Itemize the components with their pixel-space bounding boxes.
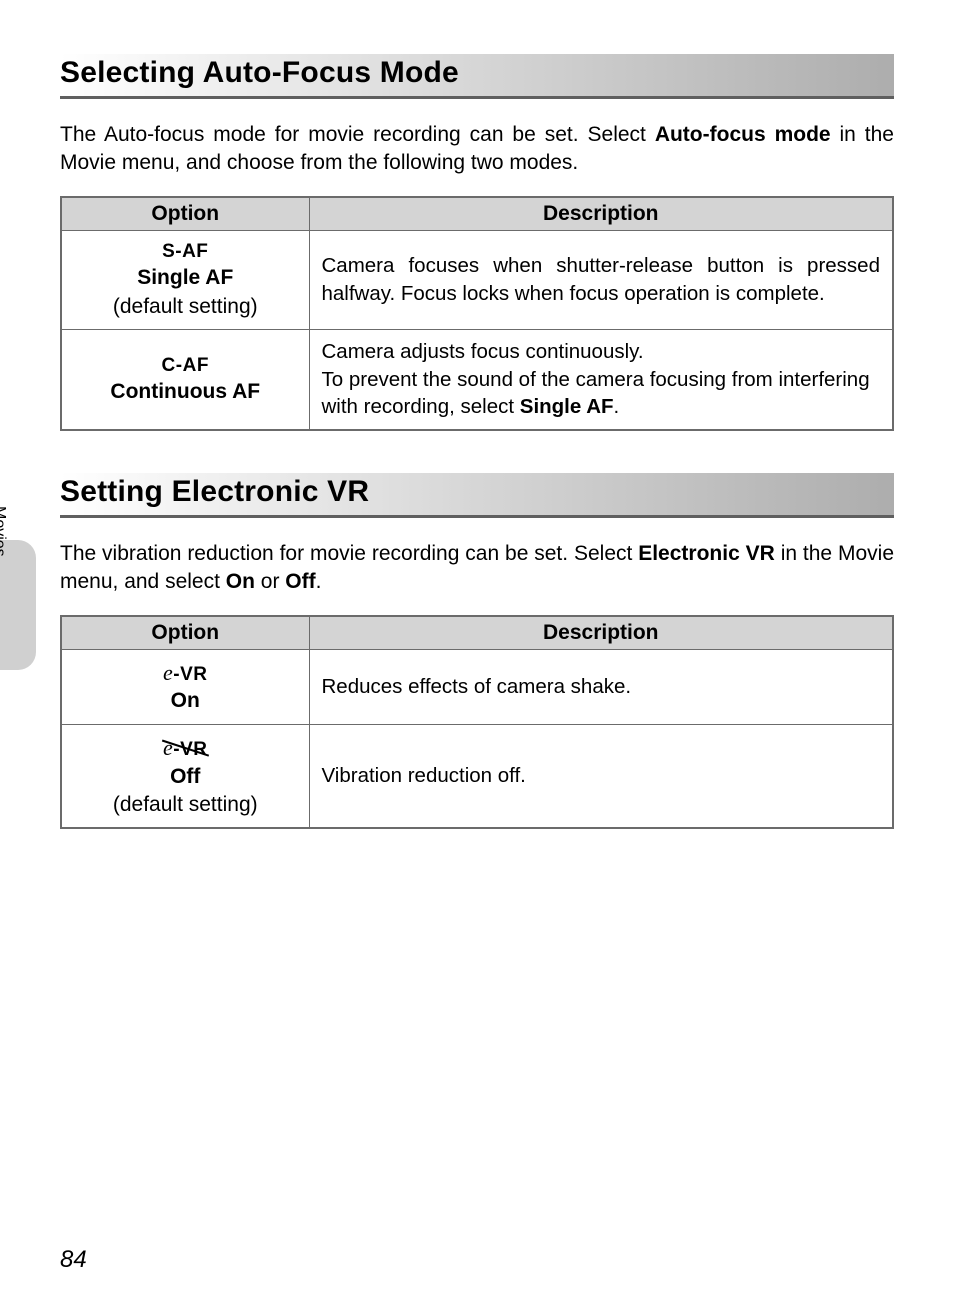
table-row: S-AF Single AF (default setting) Camera … [61, 230, 893, 329]
desc-cell-vr-off: Vibration reduction off. [309, 724, 893, 828]
option-cell-vr-off: e-VR Off (default setting) [61, 724, 309, 828]
continuous-af-desc-bold: Single AF [520, 395, 614, 418]
desc-cell-single-af: Camera focuses when shutter-release butt… [309, 230, 893, 329]
table-vr-col-desc: Description [309, 616, 893, 650]
single-af-default: (default setting) [74, 293, 297, 321]
table-row: e-VR Off (default setting) Vibration red… [61, 724, 893, 828]
desc-cell-continuous-af: Camera adjusts focus continuously. To pr… [309, 330, 893, 431]
intro-af-pre: The Auto-focus mode for movie recording … [60, 123, 655, 146]
heading-block-vr: Setting Electronic VR [60, 473, 894, 518]
vr-on-e: e [163, 660, 173, 685]
single-af-name: Single AF [74, 264, 297, 292]
intro-vr-end: . [316, 570, 322, 593]
page-number: 84 [60, 1246, 87, 1274]
intro-vr-bold3: Off [285, 570, 315, 593]
side-tab-label: Movies [0, 506, 8, 557]
intro-af-bold: Auto-focus mode [655, 123, 831, 146]
side-tab [0, 540, 36, 670]
intro-vr-bold1: Electronic VR [638, 542, 775, 565]
option-cell-continuous-af: C-AF Continuous AF [61, 330, 309, 431]
page-root: Movies Selecting Auto-Focus Mode The Aut… [0, 0, 954, 1314]
vr-off-name: Off [74, 763, 297, 791]
continuous-af-icon: C-AF [74, 353, 297, 379]
table-vr: Option Description e-VR On Reduces effec… [60, 615, 894, 830]
table-row: e-VR On Reduces effects of camera shake. [61, 649, 893, 724]
desc-cell-vr-on: Reduces effects of camera shake. [309, 649, 893, 724]
continuous-af-desc-post: . [614, 395, 620, 418]
vr-on-icon: e-VR [74, 658, 297, 688]
single-af-icon: S-AF [74, 239, 297, 265]
vr-on-name: On [74, 687, 297, 715]
vr-off-e: e [163, 735, 173, 760]
table-row: C-AF Continuous AF Camera adjusts focus … [61, 330, 893, 431]
intro-para-vr: The vibration reduction for movie record… [60, 540, 894, 597]
vr-off-default: (default setting) [74, 791, 297, 819]
intro-vr-pre: The vibration reduction for movie record… [60, 542, 638, 565]
heading-block-af: Selecting Auto-Focus Mode [60, 54, 894, 99]
heading-af: Selecting Auto-Focus Mode [60, 54, 894, 99]
table-vr-col-option: Option [61, 616, 309, 650]
table-af: Option Description S-AF Single AF (defau… [60, 196, 894, 431]
option-cell-vr-on: e-VR On [61, 649, 309, 724]
table-vr-header-row: Option Description [61, 616, 893, 650]
table-af-col-option: Option [61, 197, 309, 231]
continuous-af-name: Continuous AF [74, 378, 297, 406]
intro-vr-or: or [255, 570, 285, 593]
table-af-header-row: Option Description [61, 197, 893, 231]
intro-vr-bold2: On [226, 570, 255, 593]
intro-para-af: The Auto-focus mode for movie recording … [60, 121, 894, 178]
vr-off-icon: e-VR [163, 733, 208, 763]
table-af-col-desc: Description [309, 197, 893, 231]
vr-on-vr: -VR [173, 664, 207, 685]
heading-vr: Setting Electronic VR [60, 473, 894, 518]
option-cell-single-af: S-AF Single AF (default setting) [61, 230, 309, 329]
vr-off-vr: -VR [173, 739, 207, 760]
